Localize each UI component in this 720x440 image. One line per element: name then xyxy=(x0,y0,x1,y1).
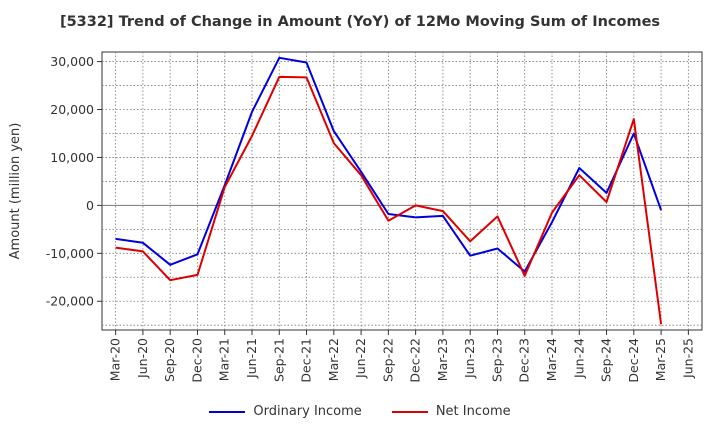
x-tick-label: Dec-22 xyxy=(408,338,423,383)
y-tick-label: -10,000 xyxy=(46,246,94,261)
x-tick-label: Sep-21 xyxy=(271,338,286,382)
legend-swatch-net-income xyxy=(391,410,428,413)
x-tick-label: Sep-22 xyxy=(380,338,395,382)
x-tick-label: Jun-21 xyxy=(244,338,259,379)
y-tick-label: 20,000 xyxy=(50,102,94,117)
x-tick-label: Sep-20 xyxy=(162,338,177,382)
x-tick-label: Dec-24 xyxy=(626,338,641,383)
x-tick-label: Jun-25 xyxy=(680,338,695,379)
x-tick-label: Mar-25 xyxy=(653,338,668,381)
x-tick-label: Dec-21 xyxy=(299,338,314,383)
x-tick-label: Jun-23 xyxy=(462,338,477,379)
series-line-net-income xyxy=(115,75,663,325)
legend-swatch-ordinary-income xyxy=(209,410,246,413)
legend-item-ordinary-income: Ordinary Income xyxy=(209,404,362,419)
x-tick-label: Jun-20 xyxy=(135,338,150,379)
y-tick-label: -20,000 xyxy=(46,294,94,309)
x-tick-label: Mar-21 xyxy=(217,338,232,381)
chart-title: [5332] Trend of Change in Amount (YoY) o… xyxy=(59,14,661,30)
plot-area xyxy=(101,51,703,331)
x-tick-label: Sep-23 xyxy=(489,338,504,382)
y-tick-label: 10,000 xyxy=(50,150,94,165)
legend-label-ordinary-income: Ordinary Income xyxy=(253,404,362,419)
chart-legend: Ordinary Income Net Income xyxy=(0,404,720,419)
legend-label-net-income: Net Income xyxy=(435,404,511,419)
x-tick-label: Jun-22 xyxy=(353,338,368,379)
y-tick-label: 0 xyxy=(86,198,94,213)
x-tick-label: Mar-23 xyxy=(435,338,450,381)
legend-item-net-income: Net Income xyxy=(391,404,511,419)
x-tick-label: Mar-24 xyxy=(544,338,559,381)
x-tick-label: Dec-23 xyxy=(517,338,532,383)
x-tick-label: Dec-20 xyxy=(189,338,204,383)
y-tick-label: 30,000 xyxy=(50,54,94,69)
x-tick-label: Sep-24 xyxy=(599,338,614,382)
y-axis-label: Amount (million yen) xyxy=(8,123,23,260)
x-tick-label: Mar-20 xyxy=(108,338,123,381)
x-tick-label: Mar-22 xyxy=(326,338,341,381)
x-tick-label: Jun-24 xyxy=(571,338,586,379)
